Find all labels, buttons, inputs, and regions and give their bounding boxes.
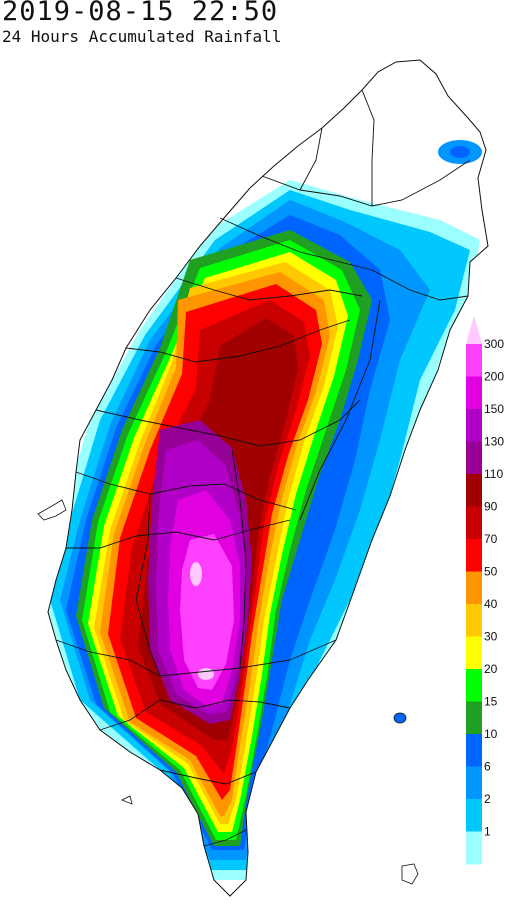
legend-label: 50 bbox=[484, 565, 498, 579]
legend-label: 40 bbox=[484, 597, 498, 611]
legend-label: 1 bbox=[484, 825, 491, 839]
map-subtitle: 24 Hours Accumulated Rainfall bbox=[2, 27, 282, 46]
legend-label: 10 bbox=[484, 727, 498, 741]
legend-label: 2 bbox=[484, 792, 491, 806]
island-green bbox=[393, 712, 407, 724]
legend-swatch bbox=[466, 474, 482, 507]
legend-swatch bbox=[466, 831, 482, 865]
legend-swatch bbox=[466, 766, 482, 800]
legend-swatch bbox=[466, 636, 482, 670]
legend-swatch bbox=[466, 376, 482, 410]
legend-swatch bbox=[466, 344, 482, 377]
rainfall-field bbox=[48, 140, 482, 880]
legend-swatch bbox=[466, 571, 482, 605]
legend-swatch bbox=[466, 799, 482, 832]
rain-peak-1 bbox=[190, 562, 202, 586]
legend-swatch bbox=[466, 441, 482, 475]
legend-swatch bbox=[466, 669, 482, 702]
legend-label: 90 bbox=[484, 500, 498, 514]
legend-label: 15 bbox=[484, 695, 498, 709]
island-orchid bbox=[401, 863, 419, 885]
legend-label: 150 bbox=[484, 402, 504, 416]
legend-swatch bbox=[466, 506, 482, 540]
legend-label: 200 bbox=[484, 370, 504, 384]
legend-swatch bbox=[466, 409, 482, 442]
penghu-islands bbox=[37, 499, 67, 521]
legend-label: 110 bbox=[484, 467, 503, 481]
county-boundaries bbox=[55, 89, 471, 847]
legend-swatch bbox=[466, 701, 482, 735]
legend-label: 300 bbox=[484, 337, 504, 351]
legend-label: 70 bbox=[484, 532, 498, 546]
rain-cell-northeast-core bbox=[450, 146, 470, 158]
legend-label: 6 bbox=[484, 760, 491, 774]
legend-swatch bbox=[466, 604, 482, 637]
legend-label: 20 bbox=[484, 662, 498, 676]
islet-west bbox=[121, 795, 133, 805]
legend-label: 130 bbox=[484, 435, 504, 449]
map-datetime: 2019-08-15 22:50 bbox=[2, 0, 279, 27]
legend-swatch bbox=[466, 734, 482, 767]
legend-top-arrow bbox=[466, 316, 482, 344]
legend-swatch bbox=[466, 539, 482, 572]
legend-label: 30 bbox=[484, 630, 498, 644]
